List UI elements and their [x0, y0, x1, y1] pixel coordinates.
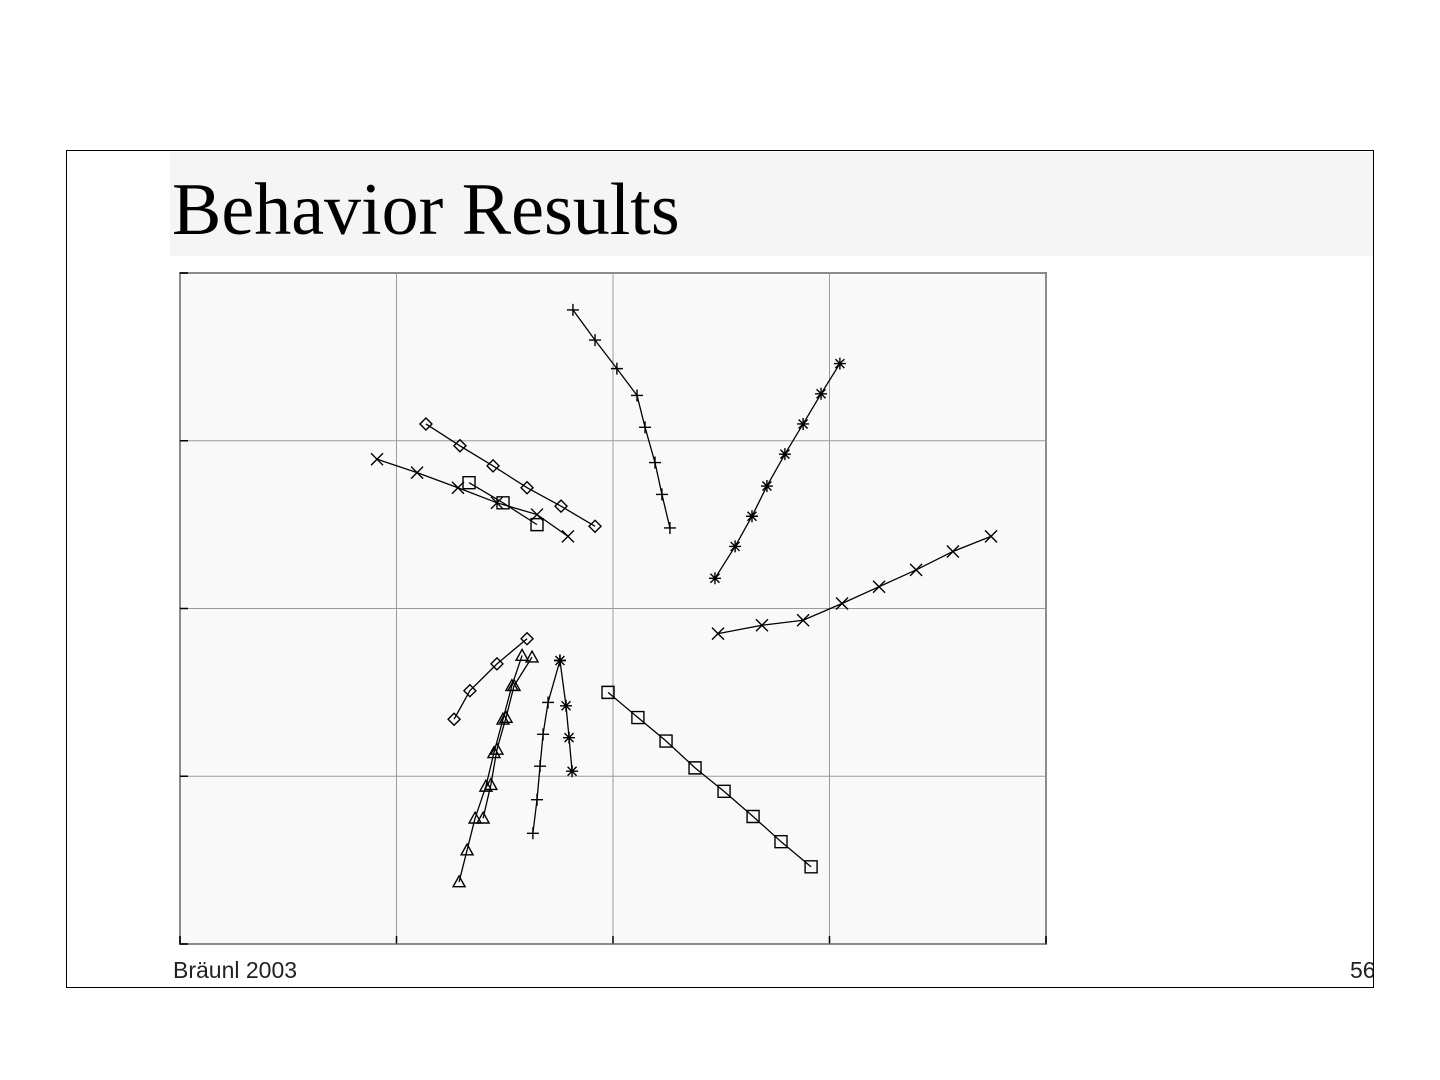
trajectory-line — [468, 482, 538, 526]
marker — [531, 793, 544, 806]
marker — [835, 596, 849, 610]
marker — [589, 334, 602, 347]
marker — [520, 631, 535, 646]
marker — [872, 580, 886, 594]
marker — [566, 303, 579, 316]
marker — [655, 488, 668, 501]
marker — [370, 452, 384, 466]
marker — [659, 734, 673, 748]
footer: Bräunl 2003 — [173, 957, 297, 983]
trajectory-line — [607, 691, 812, 868]
marker — [909, 563, 923, 577]
marker — [526, 827, 539, 840]
trajectory-line — [572, 309, 671, 529]
marker — [462, 475, 476, 490]
trajectory-line — [482, 656, 533, 819]
marker — [755, 618, 769, 632]
marker — [946, 544, 960, 558]
marker — [486, 458, 501, 473]
marker — [537, 728, 550, 741]
marker — [746, 809, 760, 824]
marker — [796, 613, 810, 627]
marker — [588, 519, 603, 534]
marker — [410, 466, 424, 480]
marker — [530, 517, 544, 532]
marker — [729, 540, 742, 553]
marker — [534, 760, 547, 773]
marker — [561, 529, 575, 543]
marker — [601, 685, 615, 700]
marker — [708, 572, 721, 585]
title-band — [170, 152, 1373, 256]
trajectory-line — [559, 660, 573, 772]
marker — [663, 521, 676, 534]
marker — [610, 362, 623, 375]
plot — [179, 272, 1047, 945]
marker — [447, 712, 462, 727]
marker — [984, 529, 998, 543]
trajectory-line — [717, 535, 992, 635]
marker — [639, 421, 652, 434]
marker — [520, 480, 535, 495]
marker — [760, 480, 773, 493]
marker — [467, 810, 483, 824]
marker — [688, 761, 702, 775]
marker — [631, 710, 645, 725]
marker — [475, 810, 491, 824]
marker — [717, 784, 731, 799]
marker — [451, 874, 467, 888]
page-number: 56 — [1350, 957, 1376, 983]
marker — [451, 481, 465, 495]
marker — [489, 741, 505, 755]
marker — [496, 496, 510, 510]
marker — [774, 834, 788, 849]
marker — [833, 357, 846, 370]
marker — [815, 387, 828, 400]
trajectory-line — [425, 423, 596, 527]
marker — [711, 627, 725, 641]
marker — [554, 499, 569, 514]
marker — [804, 860, 818, 874]
trajectory-line — [453, 638, 528, 720]
marker — [452, 438, 467, 453]
marker — [498, 710, 514, 724]
marker — [566, 765, 579, 778]
marker — [631, 389, 644, 402]
trajectory-line — [714, 363, 841, 579]
marker — [553, 654, 566, 667]
marker — [418, 416, 433, 431]
marker — [478, 778, 494, 792]
marker — [483, 777, 499, 791]
marker — [649, 456, 662, 469]
marker — [542, 696, 555, 709]
marker — [489, 656, 504, 671]
marker — [514, 648, 530, 661]
marker — [524, 649, 540, 663]
trajectory-line — [458, 655, 523, 883]
slide-title: Behavior Results — [172, 169, 680, 251]
marker — [462, 683, 477, 698]
marker — [560, 699, 573, 712]
marker — [797, 417, 810, 430]
marker — [506, 678, 522, 692]
marker — [778, 448, 791, 461]
marker — [745, 510, 758, 523]
marker — [563, 731, 576, 744]
marker — [459, 842, 475, 856]
